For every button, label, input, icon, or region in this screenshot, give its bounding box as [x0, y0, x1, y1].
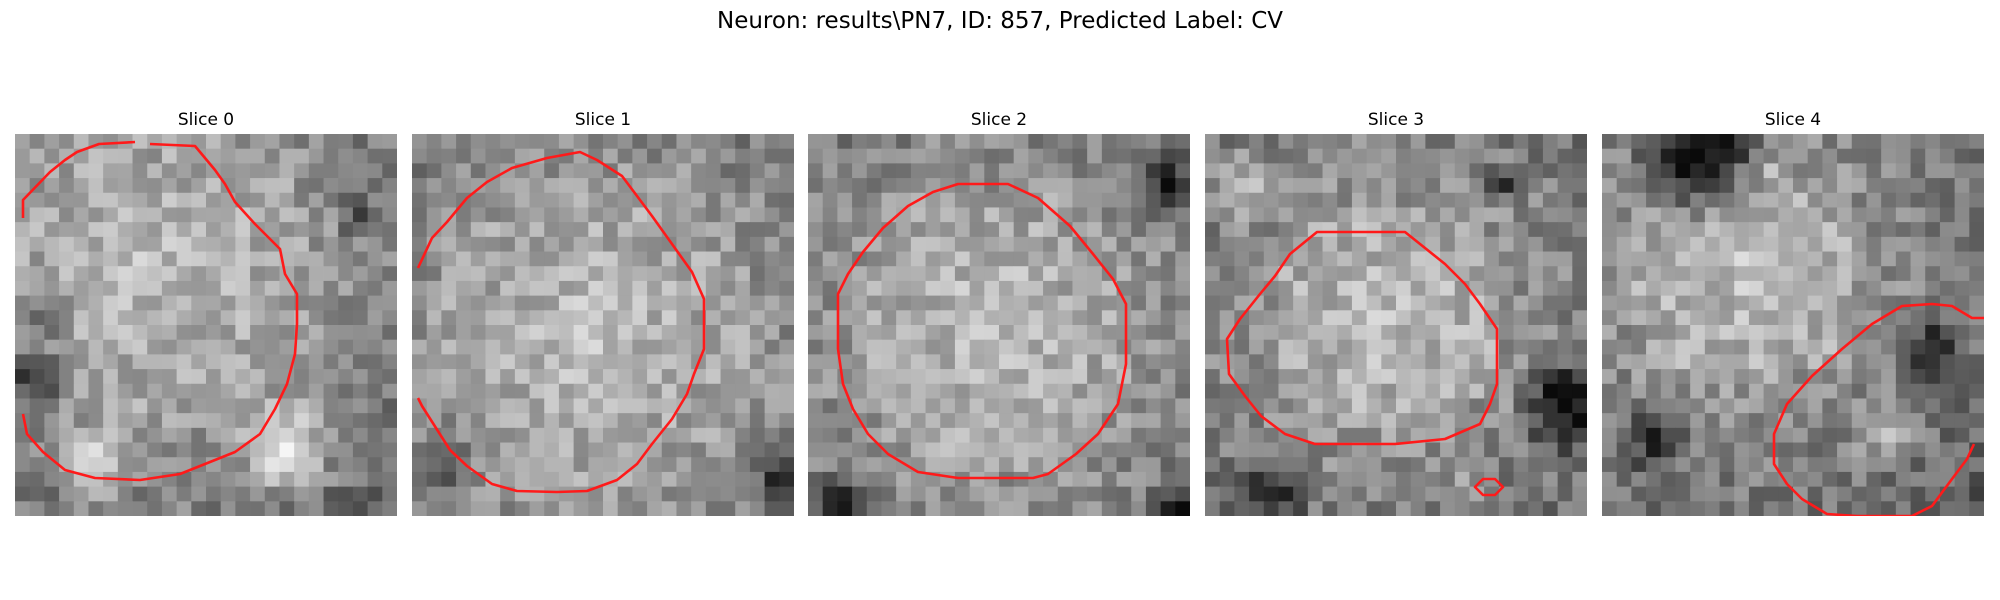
- slice-image-1: [412, 134, 794, 516]
- slice-image-3: [1205, 134, 1587, 516]
- slice-image-2: [808, 134, 1190, 516]
- slice-2-pixels: [808, 134, 1190, 516]
- slice-panel-1: Slice 1: [412, 108, 794, 542]
- slice-panel-3: Slice 3: [1205, 108, 1587, 542]
- slice-image-4: [1602, 134, 1984, 516]
- slice-3-contour: [1225, 230, 1505, 497]
- slice-title-0: Slice 0: [177, 110, 235, 130]
- slice-2-contour: [836, 182, 1128, 480]
- figure-title: Neuron: results\PN7, ID: 857, Predicted …: [717, 8, 1283, 34]
- slice-title-1: Slice 1: [574, 110, 632, 130]
- slice-panel-0: Slice 0: [15, 108, 397, 542]
- slice-title-4: Slice 4: [1764, 110, 1822, 130]
- slice-4-contour: [1772, 302, 1984, 516]
- slice-panel-2: Slice 2: [808, 108, 1190, 542]
- slice-title-2: Slice 2: [970, 110, 1028, 130]
- slice-panel-4: Slice 4: [1602, 108, 1984, 542]
- slice-0-pixels: [15, 134, 397, 516]
- slice-3-pixels: [1205, 134, 1587, 516]
- slice-1-contour: [416, 150, 706, 494]
- slice-1-pixels: [412, 134, 794, 516]
- slice-image-0: [15, 134, 397, 516]
- slice-4-pixels: [1602, 134, 1984, 516]
- slice-0-contour: [21, 140, 299, 482]
- slice-title-3: Slice 3: [1367, 110, 1425, 130]
